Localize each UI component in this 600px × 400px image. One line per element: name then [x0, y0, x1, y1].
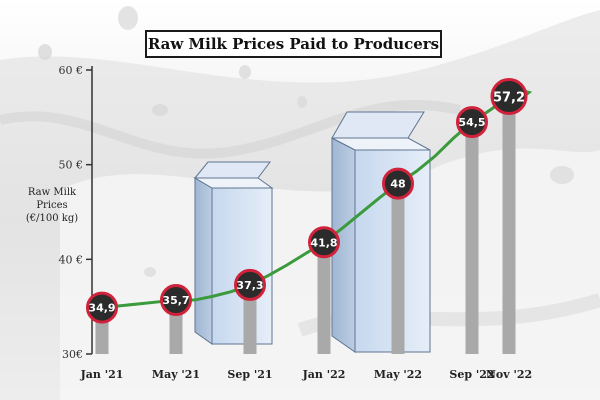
- value-marker-circle: [160, 284, 192, 317]
- data-label: 34,9: [88, 302, 115, 315]
- data-label: 35,7: [162, 294, 189, 307]
- data-label: 41,8: [310, 236, 337, 249]
- bar: [502, 96, 516, 355]
- value-marker-circle: [234, 268, 266, 301]
- value-markers: 34,9 35,7 37,3 41,8 48 54,5 57,2: [86, 78, 528, 324]
- bar: [391, 183, 405, 354]
- x-tick-label: Jan '22: [302, 368, 346, 381]
- x-tick-label: Jan '21: [80, 368, 124, 381]
- y-axis-title-line: (€/100 kg): [25, 213, 79, 224]
- value-marker-circle: [456, 106, 488, 139]
- value-marker-circle: [490, 78, 528, 116]
- value-marker: 37,3: [234, 268, 266, 301]
- data-label: 57,2: [493, 91, 525, 106]
- y-tick-label: 40 €: [59, 253, 84, 266]
- x-tick-label: May '22: [374, 368, 422, 381]
- y-tick-label: 50 €: [59, 159, 84, 172]
- value-marker: 54,5: [456, 106, 488, 139]
- y-axis-title-line: Raw Milk: [27, 187, 77, 198]
- y-axis-title: Raw Milk Prices (€/100 kg): [8, 186, 96, 225]
- bar: [465, 122, 479, 354]
- value-marker: 41,8: [308, 226, 340, 259]
- bar: [317, 242, 331, 354]
- value-marker: 57,2: [490, 78, 528, 116]
- value-marker: 34,9: [86, 291, 118, 324]
- bar-series: [95, 96, 516, 355]
- x-tick-label: May '21: [152, 368, 200, 381]
- milk-carton-small-icon: [193, 161, 274, 345]
- value-marker-circle: [86, 291, 118, 324]
- chart-title: Raw Milk Prices Paid to Producers: [145, 30, 442, 58]
- y-tick-label: 30€: [62, 348, 83, 361]
- x-tick-label: Sep '22: [449, 368, 494, 381]
- milk-carton-large-icon: [331, 111, 431, 353]
- value-marker-circle: [308, 226, 340, 259]
- value-marker-circle: [382, 167, 414, 200]
- data-label: 54,5: [458, 116, 485, 129]
- y-axis-title-line: Prices: [36, 200, 68, 211]
- x-tick-label: Sep '21: [227, 368, 272, 381]
- data-label: 37,3: [236, 279, 263, 292]
- milk-carton-illustrations: [193, 111, 431, 353]
- x-tick-label: Nov '22: [486, 368, 532, 381]
- bar: [243, 284, 257, 354]
- value-marker: 35,7: [160, 284, 192, 317]
- data-label: 48: [390, 178, 405, 191]
- value-marker: 48: [382, 167, 414, 200]
- x-axis: Jan '21 May '21 Sep '21 Jan '22 May '22 Sep '…: [80, 368, 533, 381]
- y-tick-label: 60 €: [59, 64, 84, 77]
